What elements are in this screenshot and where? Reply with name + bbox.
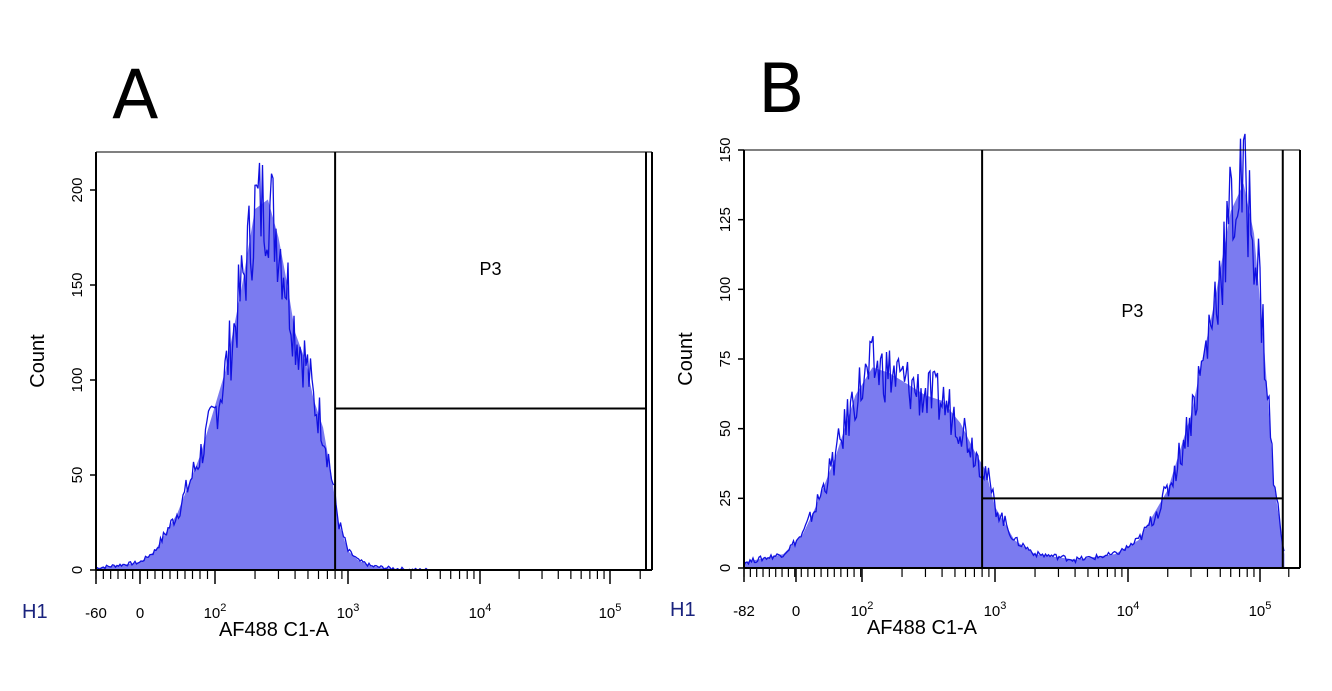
histogram-area — [744, 183, 1285, 568]
y-tick-label: 25 — [717, 490, 734, 507]
y-tick-label: 50 — [717, 420, 734, 437]
gate-label: P3 — [1121, 301, 1143, 321]
y-tick-label: 0 — [69, 566, 86, 574]
gate-label: P3 — [480, 259, 502, 279]
y-axis-title: Count — [675, 332, 697, 386]
x-tick-label: 105 — [599, 602, 622, 622]
x-tick-label: 104 — [469, 602, 492, 622]
histogram-panel-b: P3 0 25 50 75 100 125 150 -82 0 102 103 104 105 AF488 … — [670, 133, 1301, 639]
x-tick-label: 102 — [851, 600, 874, 620]
panel-label-b: B — [758, 50, 805, 129]
histogram-outline — [95, 162, 440, 571]
histogram-area — [96, 199, 441, 570]
x-tick-label: 0 — [792, 603, 800, 620]
y-tick-label: 100 — [717, 277, 734, 302]
x-tick-label: -60 — [85, 605, 107, 622]
x-tick-label: 0 — [136, 605, 144, 622]
histogram-outline — [743, 133, 1285, 566]
y-tick-label: 125 — [717, 207, 734, 232]
y-tick-label: 100 — [69, 367, 86, 392]
y-tick-label: 75 — [717, 351, 734, 368]
x-tick-label: -82 — [733, 603, 755, 620]
x-tick-label: 103 — [337, 602, 360, 622]
histogram-panel-a: P3 0 50 100 150 200 -60 0 102 103 104 105 AF488 C1-A… — [22, 151, 653, 641]
x-axis-title: AF488 C1-A — [219, 619, 330, 641]
y-tick-label: 200 — [69, 177, 86, 202]
panel-label-a: A — [112, 56, 159, 135]
y-tick-label: 0 — [717, 564, 734, 572]
x-axis-title: AF488 C1-A — [867, 617, 978, 639]
y-axis-title: Count — [27, 334, 49, 388]
y-tick-label: 150 — [69, 272, 86, 297]
y-tick-label: 150 — [717, 137, 734, 162]
histogram-name-label: H1 — [670, 599, 696, 621]
x-tick-label: 103 — [984, 600, 1007, 620]
y-tick-label: 50 — [69, 467, 86, 484]
x-tick-label: 105 — [1249, 600, 1272, 620]
x-tick-label: 104 — [1117, 600, 1140, 620]
histogram-name-label: H1 — [22, 601, 48, 623]
x-tick-label: 102 — [204, 602, 227, 622]
